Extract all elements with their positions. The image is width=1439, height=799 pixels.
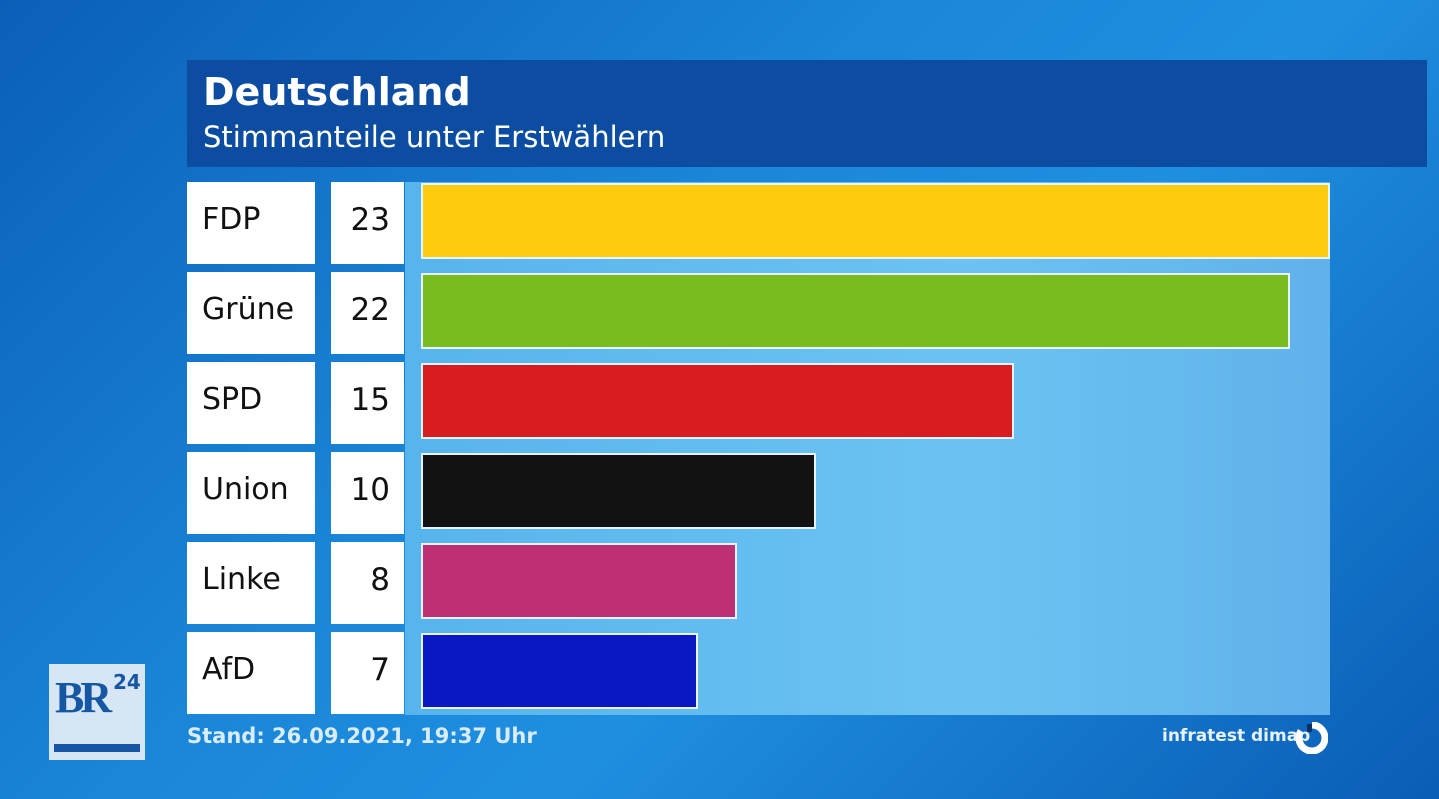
value-label-box: 10 <box>331 452 404 534</box>
bar-union <box>421 453 817 529</box>
chart-subtitle: Stimmanteile unter Erstwählern <box>203 120 666 154</box>
category-label: AfD <box>202 652 256 687</box>
br24-logo: BR 24 <box>49 664 145 760</box>
value-label: 15 <box>350 382 390 418</box>
category-label: Linke <box>202 562 281 597</box>
value-label-box: 15 <box>331 362 404 444</box>
bar-fdp <box>421 183 1330 259</box>
category-label-box: AfD <box>187 632 315 714</box>
chart-title: Deutschland <box>203 70 471 114</box>
category-label-box: Union <box>187 452 315 534</box>
value-label: 7 <box>370 652 390 688</box>
bar-linke <box>421 543 738 619</box>
value-label-box: 8 <box>331 542 404 624</box>
category-label: FDP <box>202 202 261 237</box>
value-label: 10 <box>350 472 390 508</box>
timestamp: Stand: 26.09.2021, 19:37 Uhr <box>187 724 537 748</box>
category-label: SPD <box>202 382 263 417</box>
value-label: 22 <box>350 292 390 328</box>
category-label-box: Grüne <box>187 272 315 354</box>
value-label-box: 22 <box>331 272 404 354</box>
bar-grüne <box>421 273 1291 349</box>
bar-afd <box>421 633 698 709</box>
chart-header: Deutschland Stimmanteile unter Erstwähle… <box>187 60 1427 167</box>
category-label-box: SPD <box>187 362 315 444</box>
value-label: 8 <box>370 562 390 598</box>
category-label: Union <box>202 472 289 507</box>
value-label: 23 <box>350 202 390 238</box>
value-label-box: 7 <box>331 632 404 714</box>
plot-area <box>405 182 1330 715</box>
value-label-box: 23 <box>331 182 404 264</box>
category-label: Grüne <box>202 292 295 327</box>
infratest-dimap-logo-icon <box>1296 722 1328 754</box>
source-label: infratest dimap <box>1162 726 1311 746</box>
category-label-box: FDP <box>187 182 315 264</box>
bar-spd <box>421 363 1014 439</box>
category-label-box: Linke <box>187 542 315 624</box>
